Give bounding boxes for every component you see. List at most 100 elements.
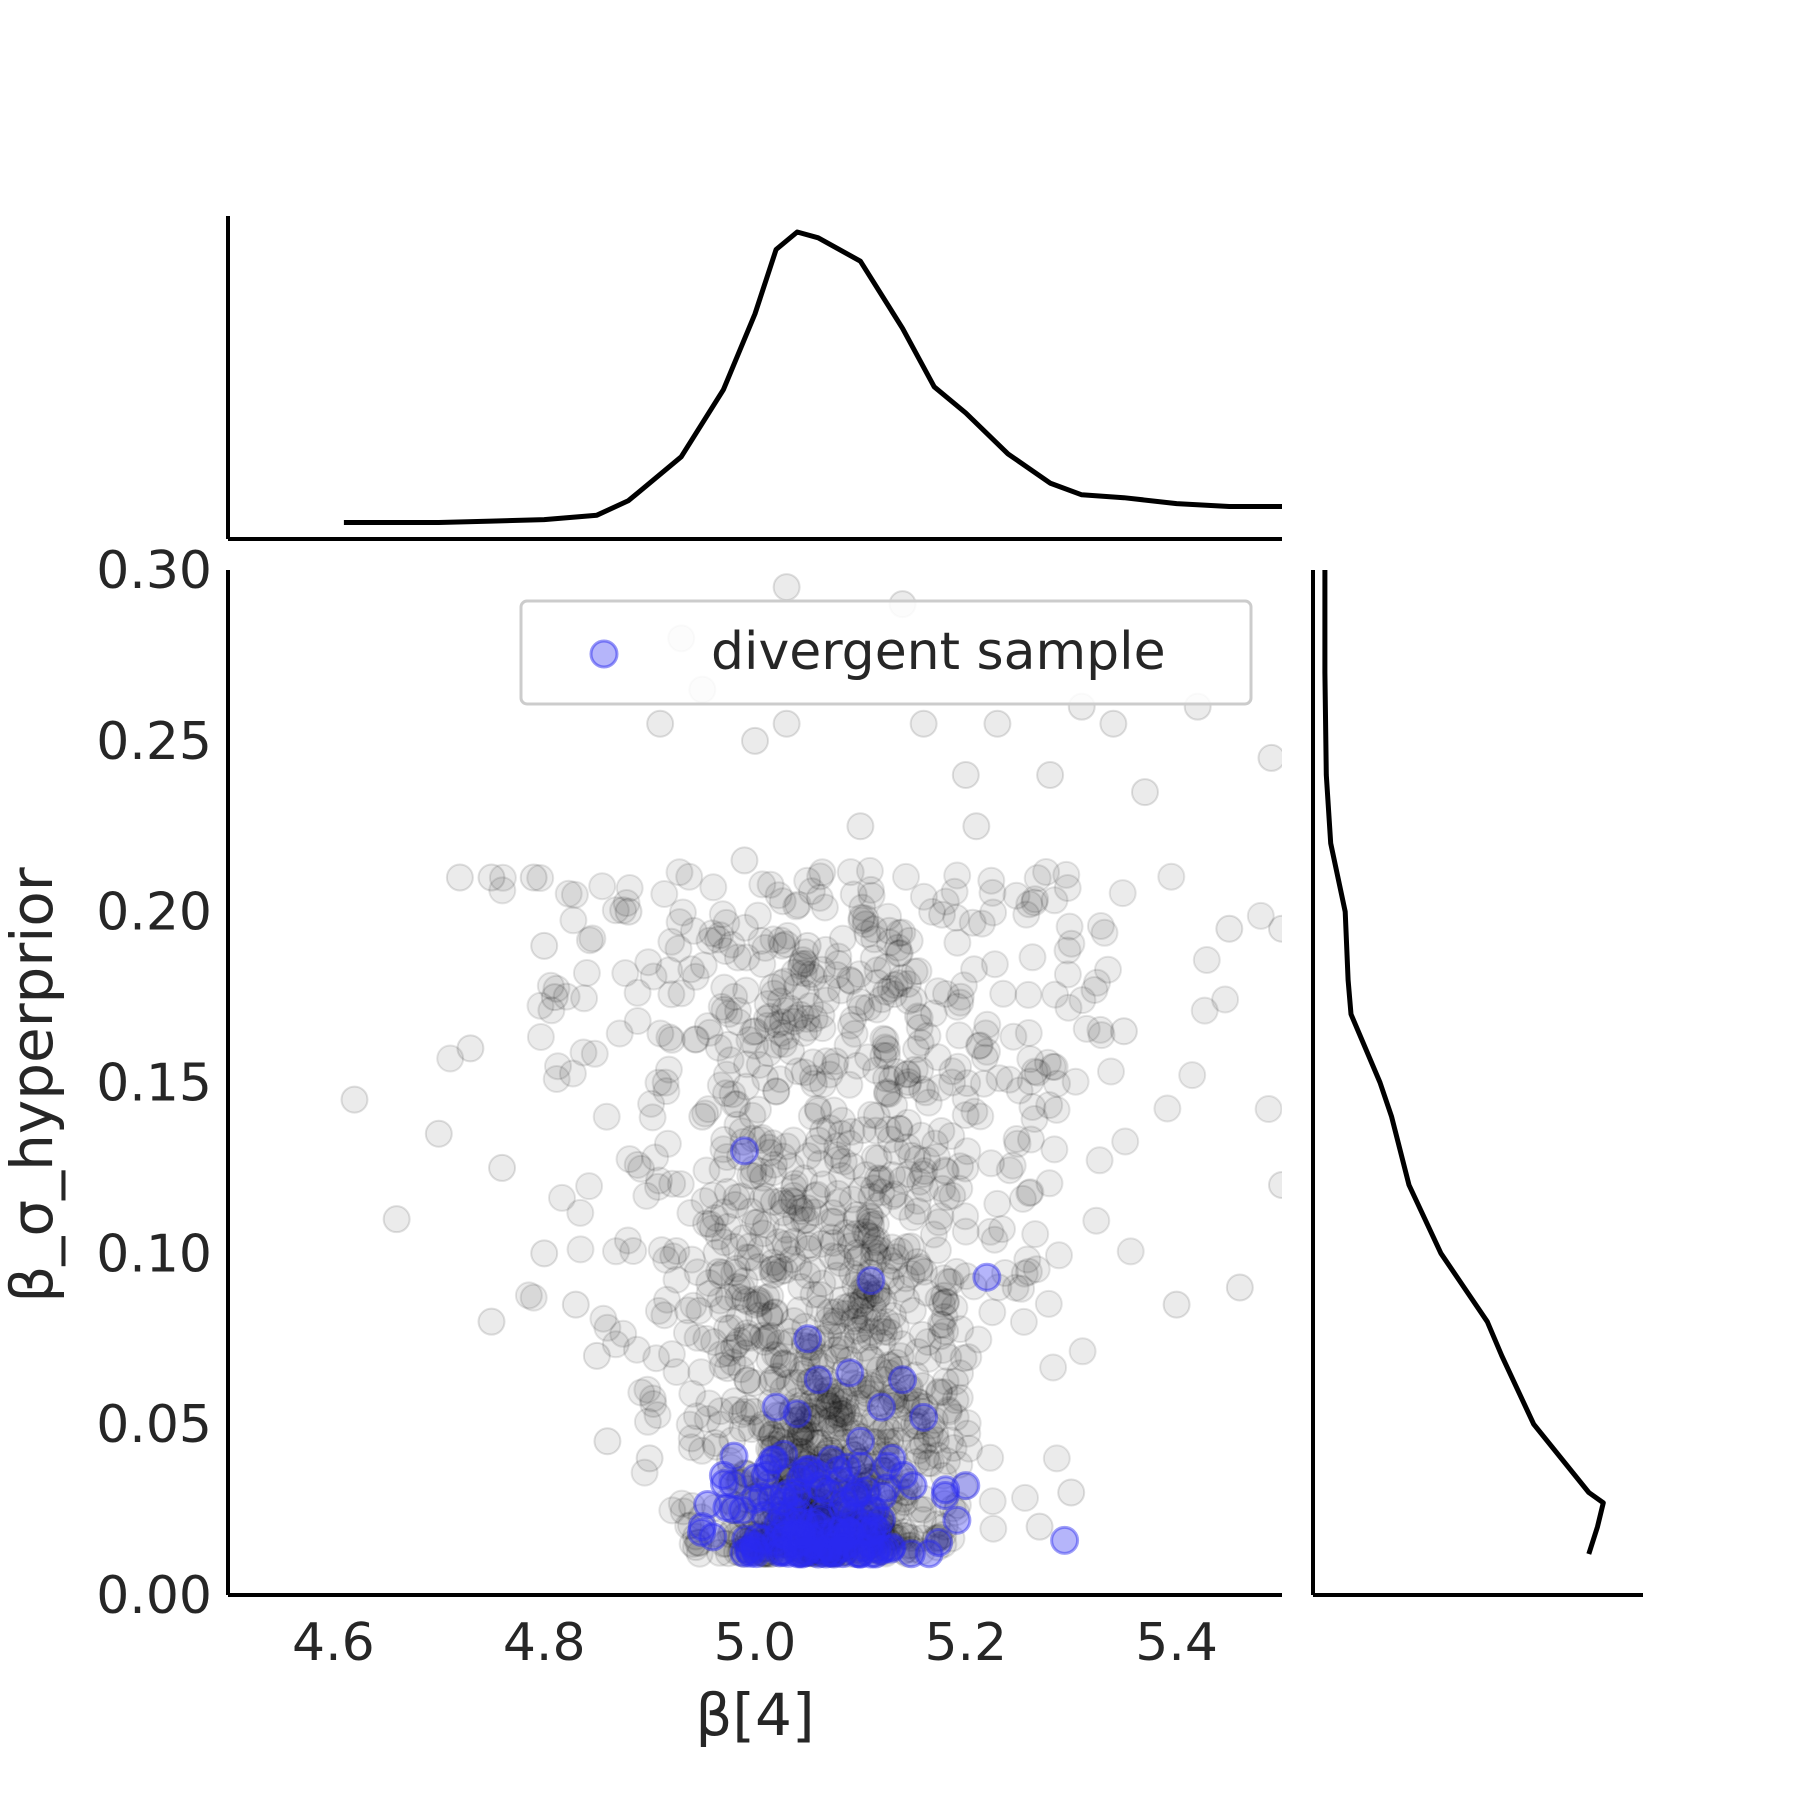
sample-point: [978, 1487, 1007, 1516]
sample-point: [766, 1496, 795, 1525]
sample-point: [838, 1152, 867, 1181]
sample-point: [876, 1391, 905, 1420]
sample-point: [898, 1535, 926, 1564]
sample-point: [805, 1495, 834, 1523]
y-tick-label: 0.05: [96, 1395, 212, 1455]
sample-point: [866, 1236, 895, 1265]
sample-point: [864, 1524, 893, 1553]
sample-point: [841, 1511, 870, 1540]
sample-point: [926, 1202, 955, 1231]
sample-point: [560, 880, 589, 909]
sample-point: [792, 1512, 821, 1541]
sample-point: [748, 1410, 777, 1439]
sample-point: [881, 1243, 910, 1272]
sample-point: [785, 1446, 813, 1475]
sample-point: [862, 1276, 891, 1305]
x-axis-label: β[4]: [695, 1681, 814, 1749]
sample-point: [867, 1417, 896, 1446]
sample-point: [888, 1521, 917, 1550]
sample-point: [836, 1291, 865, 1320]
sample-point: [746, 1157, 775, 1186]
sample-point: [969, 1069, 998, 1098]
divergent-point: [951, 1471, 981, 1501]
sample-point: [844, 1507, 873, 1536]
sample-point: [913, 1022, 942, 1050]
sample-point: [899, 1410, 928, 1439]
sample-point: [841, 1419, 870, 1448]
sample-point: [702, 1238, 731, 1267]
sample-point: [817, 1405, 846, 1434]
sample-point: [793, 1521, 822, 1550]
sample-point: [882, 1494, 911, 1523]
sample-point: [782, 1204, 810, 1233]
divergent-point: [834, 1497, 864, 1527]
sample-point: [847, 906, 876, 935]
sample-point: [1002, 881, 1031, 910]
sample-point: [717, 1313, 745, 1342]
sample-point: [808, 1269, 837, 1298]
sample-point: [894, 1068, 923, 1096]
sample-point: [652, 1077, 681, 1106]
sample-point: [857, 1518, 886, 1547]
sample-point: [775, 1368, 804, 1397]
sample-point: [817, 1524, 846, 1553]
sample-point: [627, 1378, 656, 1407]
sample-point: [912, 1278, 941, 1307]
sample-point: [790, 1492, 819, 1521]
sample-point: [1040, 1052, 1069, 1081]
sample-point: [566, 1198, 595, 1227]
sample-point: [935, 1397, 963, 1426]
sample-point: [558, 1059, 587, 1088]
sample-point: [782, 1508, 811, 1537]
sample-point: [1053, 936, 1082, 965]
sample-point: [804, 1096, 833, 1125]
sample-point: [861, 1428, 890, 1457]
sample-point: [785, 1418, 814, 1447]
sample-point: [738, 1124, 767, 1153]
sample-point: [655, 1023, 684, 1052]
sample-point: [732, 1050, 761, 1079]
sample-point: [740, 1529, 769, 1558]
sample-point: [829, 1147, 858, 1176]
sample-point: [859, 1464, 888, 1493]
sample-point: [725, 1304, 754, 1332]
sample-point: [901, 1427, 930, 1455]
divergent-point: [856, 1266, 886, 1296]
sample-point: [806, 1502, 835, 1531]
sample-point: [870, 1456, 899, 1485]
sample-point: [815, 1436, 844, 1464]
sample-point: [827, 1377, 855, 1406]
sample-point: [955, 1434, 984, 1463]
sample-point: [921, 1526, 949, 1555]
sample-point: [777, 1152, 805, 1181]
sample-point: [856, 1203, 885, 1232]
sample-point: [812, 1376, 841, 1405]
sample-point: [984, 1273, 1013, 1302]
sample-point: [1023, 1058, 1052, 1087]
divergent-point: [930, 1481, 960, 1510]
sample-point: [642, 1344, 671, 1373]
sample-point: [872, 1428, 901, 1457]
sample-point: [785, 1523, 814, 1552]
sample-point: [852, 1501, 881, 1530]
divergent-point: [803, 1512, 833, 1542]
sample-point: [694, 1095, 723, 1124]
sample-point: [851, 910, 880, 939]
sample-point: [864, 1144, 893, 1173]
sample-point: [730, 1267, 759, 1295]
divergent-point: [741, 1463, 771, 1493]
sample-point: [892, 1386, 921, 1415]
sample-point: [815, 1531, 844, 1560]
divergent-point: [761, 1392, 791, 1422]
sample-point: [1013, 1245, 1042, 1274]
sample-point: [738, 1101, 767, 1130]
sample-point: [808, 955, 837, 984]
divergent-point: [789, 1508, 819, 1538]
sample-point: [788, 1197, 816, 1226]
sample-point: [772, 930, 801, 959]
divergent-point: [748, 1524, 778, 1554]
sample-point: [657, 927, 686, 956]
sample-point: [766, 1065, 795, 1094]
sample-point: [846, 1534, 875, 1563]
sample-point: [488, 863, 517, 892]
